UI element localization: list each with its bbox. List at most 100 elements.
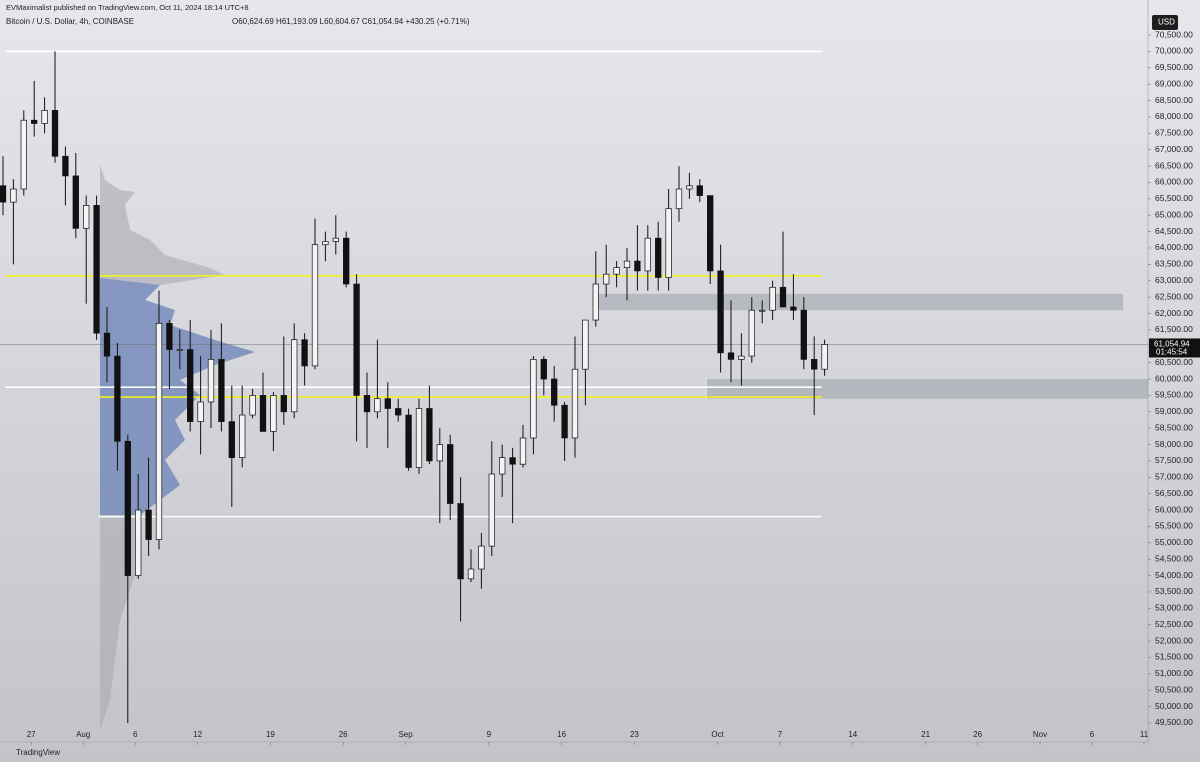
candle-body [51,110,59,157]
y-tick-label: 64,500.00 [1155,226,1193,236]
y-tick-label: 69,500.00 [1155,62,1193,72]
candle-body [426,408,433,462]
candle-body [499,457,506,475]
y-tick-label: 57,000.00 [1155,472,1193,482]
y-tick-label: 50,000.00 [1155,701,1193,711]
candle-body [301,339,308,367]
y-tick-label: 54,500.00 [1155,553,1193,563]
y-tick-label: 59,500.00 [1155,390,1193,400]
candle-body [644,237,651,272]
candle-body [478,545,485,570]
candle-body [405,414,412,468]
candle-body [62,155,69,177]
candle-body [374,398,381,413]
candle-body [145,509,152,540]
x-tick-label: 27 [27,730,36,739]
y-tick-label: 65,500.00 [1155,193,1193,203]
last-price-box [1149,338,1200,358]
x-tick-label: 26 [973,730,982,739]
x-tick-label: 9 [487,730,492,739]
candle-body [447,444,454,504]
candle-body [135,509,142,576]
candle-body [530,359,537,439]
y-tick-label: 68,500.00 [1155,95,1193,105]
candle-body [155,322,163,540]
candle-body [93,205,100,334]
y-tick-label: 65,000.00 [1155,209,1193,219]
candle-body [623,260,631,268]
y-tick-label: 53,500.00 [1155,586,1193,596]
candle-body [748,309,755,357]
candle-body [41,110,48,124]
brand: TradingView [16,748,60,757]
symbol-title: Bitcoin / U.S. Dollar, 4h, COINBASE [6,17,134,26]
x-tick-label: 12 [193,730,202,739]
y-tick-label: 68,000.00 [1155,111,1193,121]
candle-body [83,205,90,229]
candle-body [603,273,610,285]
candle-body [103,332,111,357]
candle-body [72,175,79,229]
x-tick-label: 6 [1090,730,1095,739]
candle-body [436,444,443,462]
y-tick-label: 64,000.00 [1155,242,1193,252]
candle-body [613,267,620,275]
candle-body [280,395,287,413]
candle-body [509,457,516,465]
candle-body [291,339,298,413]
y-tick-label: 62,500.00 [1155,291,1193,301]
y-tick-label: 56,000.00 [1155,504,1193,514]
y-tick-label: 51,500.00 [1155,652,1193,662]
x-tick-label: 19 [266,730,275,739]
candle-body [540,359,547,380]
last-price-label: 61,054.94 [1154,340,1190,349]
candle-body [10,188,17,203]
candle-body [467,568,475,580]
x-tick-label: 26 [339,730,348,739]
candle-body [343,237,350,285]
candle-body [0,185,7,203]
y-tick-label: 63,500.00 [1155,259,1193,269]
candle-body [769,286,776,311]
y-tick-label: 58,500.00 [1155,422,1193,432]
x-tick-label: Oct [711,730,724,739]
zone [592,293,1124,311]
candle-body [582,319,589,370]
candle-body [779,286,787,308]
candle-body [31,119,38,124]
y-tick-label: 54,000.00 [1155,570,1193,580]
candle-body [634,260,641,272]
candle-body [551,378,558,406]
candle-body [821,344,828,370]
x-tick-label: 21 [921,730,930,739]
candle-body [457,503,464,580]
candle-body [166,322,173,350]
candle-body [800,309,807,360]
candle-body [20,119,27,190]
x-tick-label: 16 [557,730,566,739]
candle-body [561,404,568,439]
x-tick-label: 7 [778,730,783,739]
candle-body [384,398,391,409]
candle-body [239,414,246,458]
candle-body [790,306,797,311]
y-tick-label: 70,500.00 [1155,29,1193,39]
y-tick-label: 52,000.00 [1155,635,1193,645]
x-tick-label: Aug [76,730,90,739]
candle-body [197,401,204,422]
candle-body [322,241,329,246]
y-tick-label: 56,500.00 [1155,488,1193,498]
candle-body [176,349,183,351]
candle-body [259,395,267,432]
candle-body [332,237,339,242]
x-tick-label: Nov [1033,730,1047,739]
candle-body [665,208,672,278]
candle-body [353,283,360,396]
currency: USD [1158,18,1175,27]
candle-body [811,359,818,370]
y-tick-label: 70,000.00 [1155,46,1193,56]
candle-body [717,270,724,354]
x-tick-label: 14 [848,730,857,739]
